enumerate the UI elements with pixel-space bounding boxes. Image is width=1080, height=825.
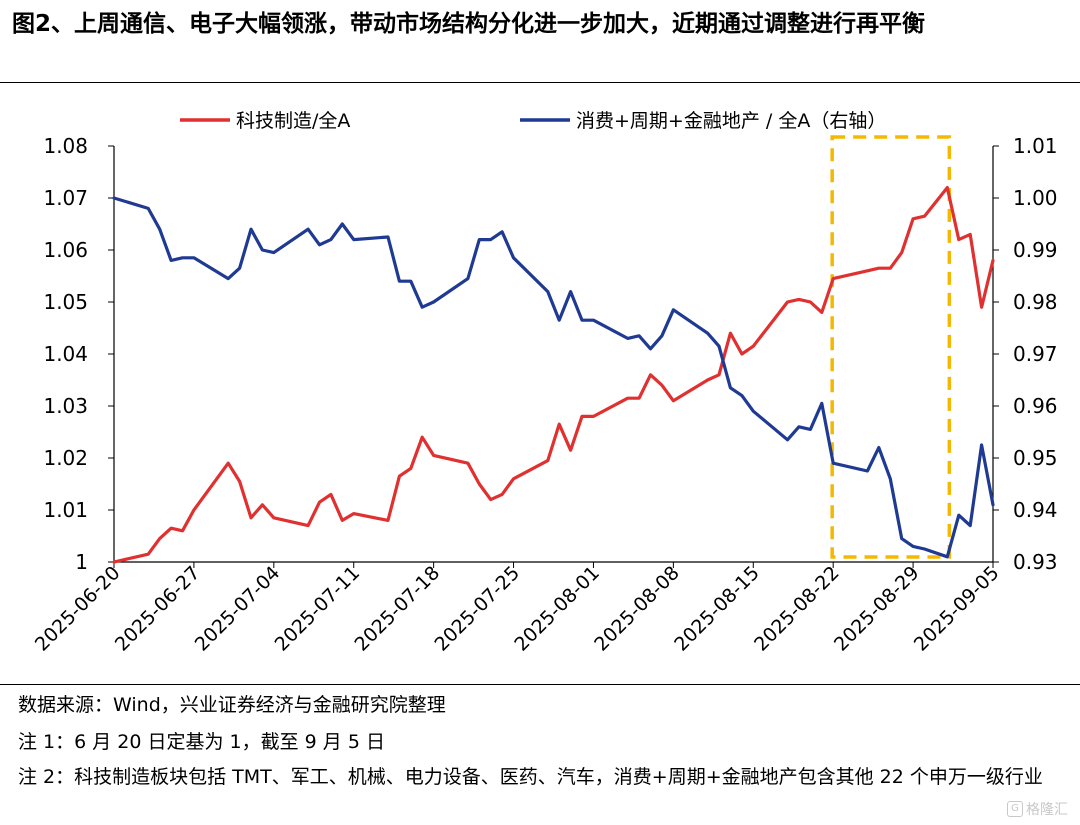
- right-tick-label: 0.93: [1013, 550, 1058, 574]
- x-tick-label: 2025-07-11: [271, 562, 365, 656]
- watermark: G 格隆汇: [1007, 799, 1068, 819]
- source-note: 数据来源：Wind，兴业证券经济与金融研究院整理: [18, 694, 446, 716]
- right-tick-label: 0.95: [1013, 446, 1058, 470]
- highlight-layer: [830, 135, 952, 559]
- x-tick-label: 2025-08-29: [830, 562, 924, 656]
- left-tick-label: 1.06: [43, 238, 88, 262]
- right-tick-label: 0.97: [1013, 342, 1058, 366]
- x-tick-label: 2025-07-25: [430, 562, 524, 656]
- legend-label-1: 科技制造/全A: [236, 110, 350, 132]
- right-tick-label: 0.94: [1013, 498, 1058, 522]
- left-tick-label: 1.03: [43, 394, 88, 418]
- x-tick-label: 2025-06-20: [31, 562, 125, 656]
- page-title: 图2、上周通信、电子大幅领涨，带动市场结构分化进一步加大，近期通过调整进行再平衡: [12, 11, 926, 37]
- series-line-2: [112, 196, 995, 559]
- series-line-1: [112, 185, 995, 564]
- footer-divider: [0, 684, 1080, 685]
- left-tick-label: 1: [75, 550, 88, 574]
- watermark-text: 格隆汇: [1026, 802, 1068, 818]
- x-tick-label: 2025-07-04: [191, 562, 285, 656]
- right-tick-label: 0.98: [1013, 290, 1058, 314]
- title-divider: [0, 82, 1080, 83]
- left-tick-label: 1.07: [43, 186, 88, 210]
- x-tick-label: 2025-08-01: [510, 562, 604, 656]
- left-tick-label: 1.08: [43, 134, 88, 158]
- note-2: 注 2：科技制造板块包括 TMT、军工、机械、电力设备、医药、汽车，消费+周期+…: [18, 766, 1043, 788]
- x-tick-label: 2025-09-05: [910, 562, 1004, 656]
- axes-layer: 1 1.01 1.02 1.03 1.04 1.05 1.06 1.07 1.08 0.93 0.9…: [31, 134, 1058, 656]
- left-tick-label: 1.02: [43, 446, 88, 470]
- legend-layer: 科技制造/全A 消费+周期+金融地产 / 全A（右轴）: [180, 110, 886, 132]
- left-tick-label: 1.05: [43, 290, 88, 314]
- line-chart: 1 1.01 1.02 1.03 1.04 1.05 1.06 1.07 1.08 0.93 0.9…: [31, 110, 1058, 656]
- note-1: 注 1：6 月 20 日定基为 1，截至 9 月 5 日: [18, 731, 385, 753]
- left-tick-label: 1.01: [43, 498, 88, 522]
- right-tick-label: 1.00: [1013, 186, 1058, 210]
- x-tick-label: 2025-06-27: [111, 562, 205, 656]
- right-tick-label: 0.99: [1013, 238, 1058, 262]
- legend-label-2: 消费+周期+金融地产 / 全A（右轴）: [576, 110, 886, 132]
- series-layer: [112, 185, 995, 564]
- x-tick-label: 2025-07-18: [351, 562, 445, 656]
- x-tick-label: 2025-08-15: [670, 562, 764, 656]
- left-tick-label: 1.04: [43, 342, 88, 366]
- gelonghui-logo-icon: G: [1007, 801, 1023, 817]
- highlight-box: [830, 135, 952, 559]
- x-tick-label: 2025-08-22: [750, 562, 844, 656]
- x-tick-label: 2025-08-08: [590, 562, 684, 656]
- right-tick-label: 0.96: [1013, 394, 1058, 418]
- right-tick-label: 1.01: [1013, 134, 1058, 158]
